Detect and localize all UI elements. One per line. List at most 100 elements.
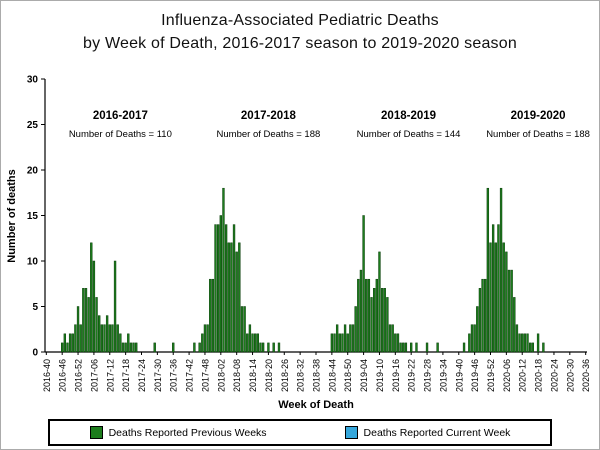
bar: [404, 342, 408, 353]
x-tick-label: 2018-20: [264, 359, 274, 392]
bar: [372, 288, 376, 353]
bar: [341, 333, 344, 353]
legend-label-previous-weeks: Deaths Reported Previous Weeks: [108, 426, 267, 439]
bar: [153, 342, 156, 353]
bar: [92, 260, 96, 353]
x-tick-label: 2017-42: [185, 359, 195, 392]
bar: [132, 342, 135, 353]
season-deaths-note: Number of Deaths = 188: [486, 129, 590, 140]
bar: [222, 187, 225, 353]
bar: [468, 333, 471, 353]
bar: [232, 224, 236, 353]
bar: [217, 224, 220, 353]
x-tick-label: 2019-40: [454, 359, 464, 392]
bar: [473, 324, 476, 353]
bar: [402, 342, 405, 353]
bar: [198, 342, 201, 353]
bar: [391, 324, 394, 353]
bar: [507, 269, 511, 353]
bar: [349, 324, 352, 353]
bar: [378, 251, 381, 353]
bar: [76, 306, 80, 353]
bar: [494, 242, 497, 353]
bar: [61, 342, 64, 353]
bar: [272, 342, 275, 353]
bar: [486, 187, 490, 353]
bar: [121, 342, 125, 353]
bar: [113, 260, 117, 353]
bar: [367, 278, 371, 353]
bar: [261, 342, 265, 353]
bar: [277, 342, 281, 353]
bar: [95, 297, 98, 353]
bar: [481, 278, 484, 353]
bar: [399, 342, 402, 353]
bar: [388, 324, 392, 353]
bar: [206, 324, 209, 353]
bar: [491, 224, 495, 353]
y-tick-label: 30: [27, 75, 39, 86]
bar: [365, 278, 368, 353]
season-label: 2019-2020: [511, 110, 566, 122]
bar: [375, 278, 378, 353]
bar: [248, 324, 252, 353]
pediatric-deaths-bar-chart: Number of deaths Week of Death 051015202…: [6, 75, 591, 412]
bar: [333, 333, 336, 353]
chart-title-line1: Influenza-Associated Pediatric Deaths: [161, 12, 439, 29]
bar: [111, 324, 114, 353]
legend-item-previous-weeks: Deaths Reported Previous Weeks: [89, 426, 267, 439]
y-tick-label: 25: [27, 120, 39, 131]
season-label: 2018-2019: [381, 110, 436, 122]
bar: [214, 224, 217, 353]
bar: [470, 324, 474, 353]
bar: [394, 333, 397, 353]
bar: [502, 242, 505, 353]
bar: [230, 242, 233, 353]
bar: [476, 306, 479, 353]
bar: [531, 342, 534, 353]
x-axis-title: Week of Death: [278, 399, 354, 411]
bar: [338, 333, 341, 353]
bar: [351, 324, 355, 353]
bar: [542, 342, 545, 353]
x-tick-label: 2020-24: [549, 359, 559, 392]
x-tick-label: 2017-18: [121, 359, 131, 392]
bar: [380, 288, 384, 353]
bar: [528, 342, 532, 353]
bar: [513, 297, 516, 353]
x-tick-label: 2017-06: [89, 359, 99, 392]
season-deaths-note: Number of Deaths = 110: [69, 129, 172, 140]
bar: [357, 278, 360, 353]
bar: [203, 324, 207, 353]
bar: [354, 306, 357, 353]
bar: [478, 288, 482, 353]
season-label: 2016-2017: [93, 110, 148, 122]
season-label: 2017-2018: [241, 110, 297, 122]
x-tick-label: 2017-48: [200, 359, 210, 392]
bar: [518, 333, 521, 353]
bar: [66, 342, 69, 353]
x-tick-label: 2018-02: [216, 359, 226, 392]
bar: [84, 288, 88, 353]
x-tick-label: 2016-46: [58, 359, 68, 392]
bar: [489, 242, 492, 353]
x-tick-label: 2018-44: [327, 359, 337, 392]
current-week-swatch-icon: [344, 426, 358, 439]
bar: [521, 333, 524, 353]
bar: [510, 269, 513, 353]
bar: [74, 324, 77, 353]
legend: Deaths Reported Previous Weeks Deaths Re…: [1, 419, 599, 446]
x-tick-label: 2020-30: [565, 359, 575, 392]
legend-item-current-week: Deaths Reported Current Week: [344, 426, 511, 439]
bar: [209, 278, 212, 353]
x-tick-label: 2019-22: [407, 359, 417, 392]
bar: [172, 342, 175, 353]
bar: [515, 324, 519, 353]
x-tick-label: 2018-26: [280, 359, 290, 392]
legend-box: Deaths Reported Previous Weeks Deaths Re…: [47, 419, 553, 446]
bar: [536, 333, 540, 353]
legend-label-current-week: Deaths Reported Current Week: [363, 426, 511, 439]
bar: [259, 342, 262, 353]
bar: [87, 297, 90, 353]
bar: [63, 333, 67, 353]
